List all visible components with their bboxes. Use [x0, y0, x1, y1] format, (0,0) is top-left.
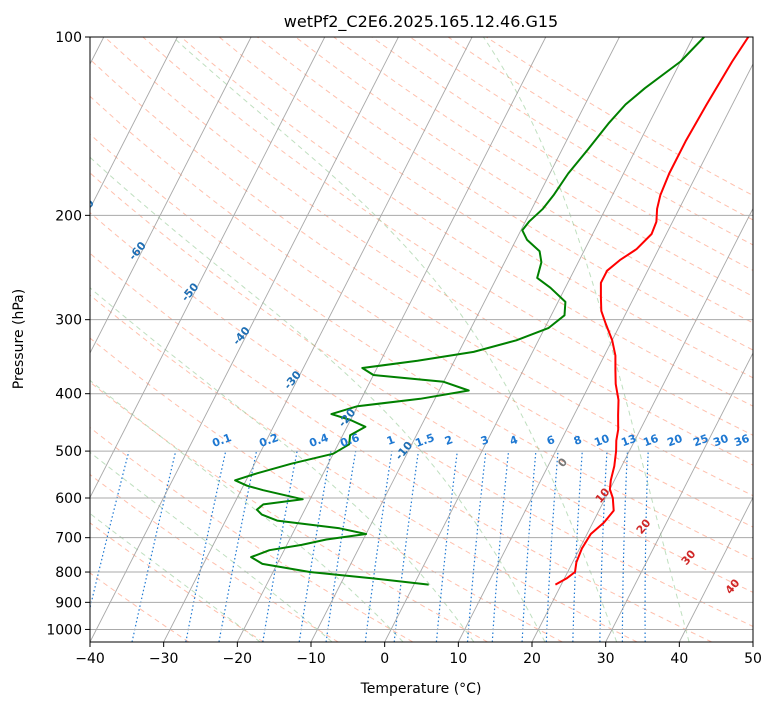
- y-tick-label: 800: [55, 565, 82, 581]
- y-tick-label: 200: [55, 208, 82, 224]
- x-tick-label: 50: [744, 651, 762, 667]
- y-tick-label: 700: [55, 531, 82, 547]
- x-tick-label: −30: [149, 651, 179, 667]
- y-tick-label: 300: [55, 313, 82, 329]
- y-tick-label: 500: [55, 444, 82, 460]
- y-axis-title: Pressure (hPa): [11, 289, 27, 389]
- x-tick-label: 10: [449, 651, 467, 667]
- y-tick-label: 400: [55, 387, 82, 403]
- x-tick-label: 20: [523, 651, 541, 667]
- x-tick-label: 30: [597, 651, 615, 667]
- x-tick-label: 0: [380, 651, 389, 667]
- y-tick-label: 900: [55, 595, 82, 611]
- chart-title: wetPf2_C2E6.2025.165.12.46.G15: [284, 12, 558, 32]
- x-axis-title: Temperature (°C): [360, 681, 482, 697]
- x-tick-label: −40: [75, 651, 105, 667]
- y-tick-label: 600: [55, 491, 82, 507]
- y-tick-label: 1000: [46, 622, 82, 638]
- x-tick-label: 40: [670, 651, 688, 667]
- x-tick-label: −10: [296, 651, 326, 667]
- y-tick-label: 100: [55, 30, 82, 46]
- x-tick-label: −20: [223, 651, 253, 667]
